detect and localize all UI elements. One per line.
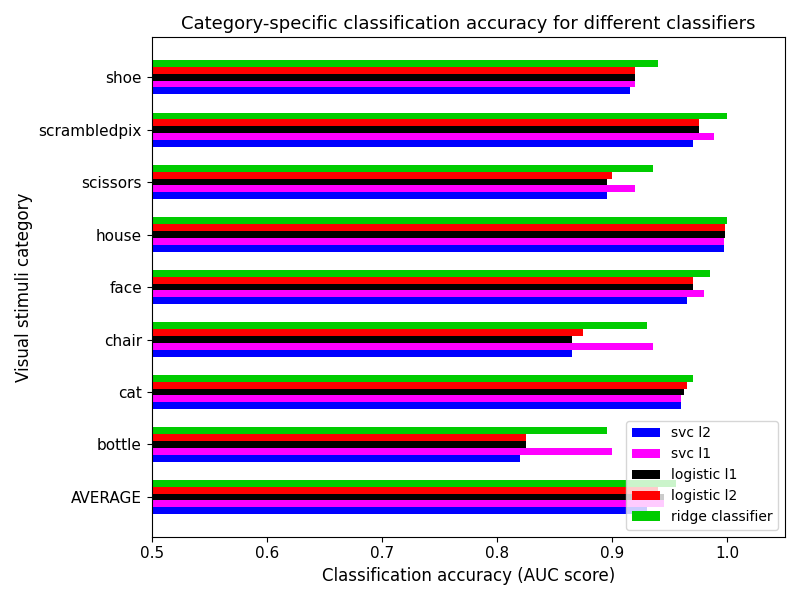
Bar xyxy=(152,389,684,395)
Bar xyxy=(152,329,583,336)
Bar xyxy=(152,165,653,172)
Bar xyxy=(152,322,647,329)
Y-axis label: Visual stimuli category: Visual stimuli category xyxy=(15,193,33,382)
Bar xyxy=(152,343,653,350)
Bar xyxy=(152,245,724,251)
Bar xyxy=(152,395,682,402)
Bar xyxy=(152,60,658,67)
X-axis label: Classification accuracy (AUC score): Classification accuracy (AUC score) xyxy=(322,567,615,585)
Bar xyxy=(152,113,727,119)
Bar xyxy=(152,185,635,192)
Bar xyxy=(152,67,635,74)
Bar xyxy=(152,382,687,389)
Bar xyxy=(152,172,612,179)
Bar xyxy=(152,290,704,297)
Bar xyxy=(152,217,727,224)
Bar xyxy=(152,402,682,409)
Bar xyxy=(152,494,664,500)
Bar xyxy=(152,500,664,507)
Bar xyxy=(152,88,630,94)
Bar xyxy=(152,192,606,199)
Bar xyxy=(152,224,725,231)
Bar xyxy=(152,350,572,356)
Bar xyxy=(152,277,693,284)
Bar xyxy=(152,455,520,461)
Bar xyxy=(152,480,676,487)
Bar xyxy=(152,427,606,434)
Bar xyxy=(152,434,526,441)
Bar xyxy=(152,179,606,185)
Bar xyxy=(152,74,635,80)
Bar xyxy=(152,441,526,448)
Bar xyxy=(152,270,710,277)
Title: Category-specific classification accuracy for different classifiers: Category-specific classification accurac… xyxy=(181,15,755,33)
Bar xyxy=(152,487,658,494)
Bar xyxy=(152,133,714,140)
Bar xyxy=(152,80,635,88)
Bar xyxy=(152,375,693,382)
Legend: svc l2, svc l1, logistic l1, logistic l2, ridge classifier: svc l2, svc l1, logistic l1, logistic l2… xyxy=(626,421,778,530)
Bar xyxy=(152,231,725,238)
Bar xyxy=(152,336,572,343)
Bar xyxy=(152,238,724,245)
Bar xyxy=(152,140,693,146)
Bar xyxy=(152,126,698,133)
Bar xyxy=(152,284,693,290)
Bar xyxy=(152,507,647,514)
Bar xyxy=(152,448,612,455)
Bar xyxy=(152,119,698,126)
Bar xyxy=(152,297,687,304)
